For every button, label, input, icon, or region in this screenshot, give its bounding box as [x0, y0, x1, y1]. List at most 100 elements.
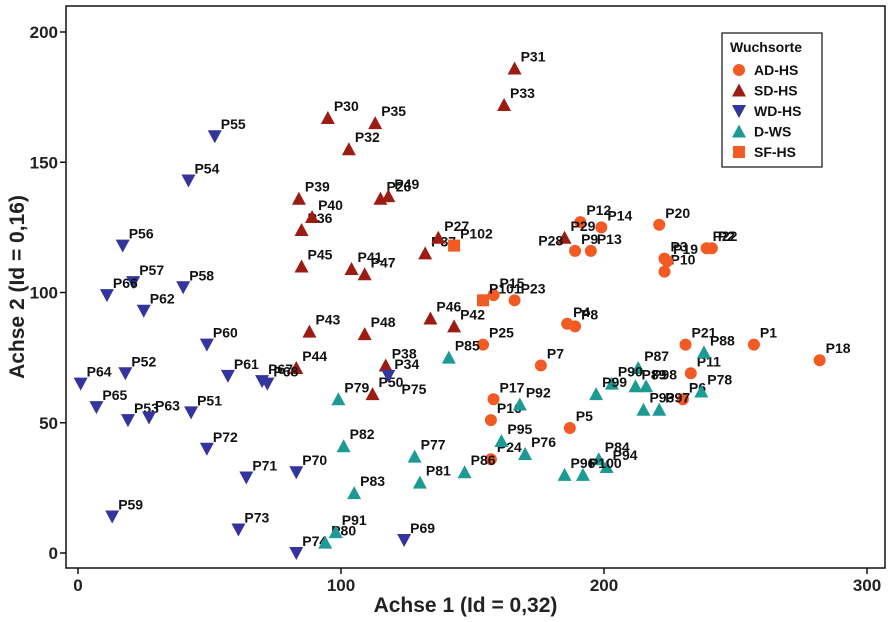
- data-point-p77: [407, 449, 422, 463]
- data-point-p46: [423, 311, 438, 325]
- data-point-p100: [575, 467, 590, 481]
- data-point-p79: [331, 392, 346, 406]
- point-label-p63: P63: [155, 398, 180, 414]
- point-label-p45: P45: [308, 246, 333, 262]
- data-point-p88: [696, 345, 711, 359]
- data-point-p38: [378, 358, 393, 372]
- x-tick-label: 300: [853, 576, 881, 595]
- data-point-p84: [591, 452, 606, 466]
- point-label-p2: P2: [718, 228, 735, 244]
- point-label-p16: P16: [497, 400, 522, 416]
- data-points: P1P2P3P4P5P6P7P8P9P10P11P12P13P14P15P16P…: [73, 48, 851, 560]
- point-label-p96: P96: [571, 455, 596, 471]
- point-label-p76: P76: [531, 434, 556, 450]
- data-point-p19: [661, 255, 674, 268]
- point-label-p22: P22: [713, 228, 738, 244]
- legend-marker-sf-hs: [733, 146, 745, 158]
- legend-title: Wuchsorte: [730, 39, 802, 55]
- data-point-p54: [181, 174, 196, 188]
- point-label-p99: P99: [602, 374, 627, 390]
- point-label-p25: P25: [489, 325, 514, 341]
- point-label-p32: P32: [355, 129, 380, 145]
- point-label-p10: P10: [670, 252, 695, 268]
- y-tick-label: 0: [49, 544, 58, 563]
- legend-label-d-ws: D-WS: [754, 124, 791, 140]
- data-point-p87: [631, 361, 646, 375]
- data-point-p92: [512, 397, 527, 411]
- point-label-p26: P26: [386, 179, 411, 195]
- legend-label-wd-hs: WD-HS: [754, 103, 801, 119]
- data-point-p86: [457, 465, 472, 479]
- point-label-p77: P77: [421, 437, 446, 453]
- data-point-p97: [652, 402, 667, 416]
- data-point-p24: [484, 453, 497, 466]
- data-point-p57: [126, 276, 141, 290]
- data-point-p52: [118, 367, 133, 381]
- point-label-p7: P7: [547, 345, 564, 361]
- data-point-p18: [813, 354, 826, 367]
- data-point-p81: [412, 475, 427, 489]
- point-label-p78: P78: [707, 371, 732, 387]
- point-label-p75: P75: [401, 381, 426, 397]
- point-label-p8: P8: [581, 306, 598, 322]
- point-label-p73: P73: [244, 510, 269, 526]
- data-point-p30: [320, 110, 335, 124]
- legend-label-sf-hs: SF-HS: [754, 144, 796, 160]
- data-point-p51: [184, 406, 199, 420]
- data-point-p15: [487, 289, 500, 302]
- point-label-p68: P68: [273, 364, 298, 380]
- point-label-p93: P93: [649, 390, 674, 406]
- data-point-p9: [569, 244, 582, 257]
- point-label-p4: P4: [573, 304, 590, 320]
- point-label-p19: P19: [673, 241, 698, 257]
- data-point-p101: [477, 294, 490, 307]
- point-label-p66: P66: [113, 275, 138, 291]
- plot-frame: [65, 5, 886, 569]
- point-label-p56: P56: [129, 226, 154, 242]
- data-point-p53: [120, 414, 135, 428]
- point-label-p1: P1: [760, 325, 777, 341]
- data-point-p33: [497, 97, 512, 111]
- point-label-p3: P3: [670, 239, 687, 255]
- point-label-p70: P70: [302, 452, 327, 468]
- point-label-p97: P97: [665, 390, 690, 406]
- point-label-p34: P34: [394, 356, 419, 372]
- x-tick-label: 100: [327, 576, 355, 595]
- data-point-p96: [557, 467, 572, 481]
- data-point-p68: [260, 377, 275, 391]
- x-axis-title: Achse 1 (Id = 0,32): [374, 594, 558, 617]
- data-point-p50: [365, 387, 380, 401]
- point-label-p58: P58: [189, 267, 214, 283]
- data-point-p5: [563, 421, 576, 434]
- data-point-p71: [239, 471, 254, 485]
- point-label-p60: P60: [213, 325, 238, 341]
- data-point-p66: [99, 289, 114, 303]
- point-label-p64: P64: [87, 364, 112, 380]
- data-point-p37: [418, 246, 433, 260]
- data-point-p8: [569, 320, 582, 333]
- point-label-p92: P92: [526, 385, 551, 401]
- data-point-p94: [599, 460, 614, 474]
- point-label-p84: P84: [605, 439, 630, 455]
- y-tick-label: 200: [30, 23, 58, 42]
- data-point-p85: [441, 350, 456, 364]
- legend-label-ad-hs: AD-HS: [754, 62, 798, 78]
- point-label-p98: P98: [652, 366, 677, 382]
- legend-marker-ad-hs: [733, 64, 745, 76]
- point-label-p21: P21: [692, 325, 717, 341]
- point-label-p31: P31: [521, 48, 546, 64]
- point-label-p43: P43: [315, 312, 340, 328]
- y-tick-label: 100: [30, 284, 58, 303]
- data-point-p45: [294, 259, 309, 273]
- point-label-p54: P54: [194, 160, 219, 176]
- point-label-p59: P59: [118, 497, 143, 513]
- y-tick-label: 50: [39, 414, 58, 433]
- data-point-p69: [397, 533, 412, 547]
- data-point-p42: [447, 319, 462, 333]
- point-label-p20: P20: [665, 205, 690, 221]
- point-label-p91: P91: [342, 512, 367, 528]
- data-point-p22: [700, 242, 713, 255]
- point-label-p39: P39: [305, 179, 330, 195]
- data-point-p1: [747, 338, 760, 351]
